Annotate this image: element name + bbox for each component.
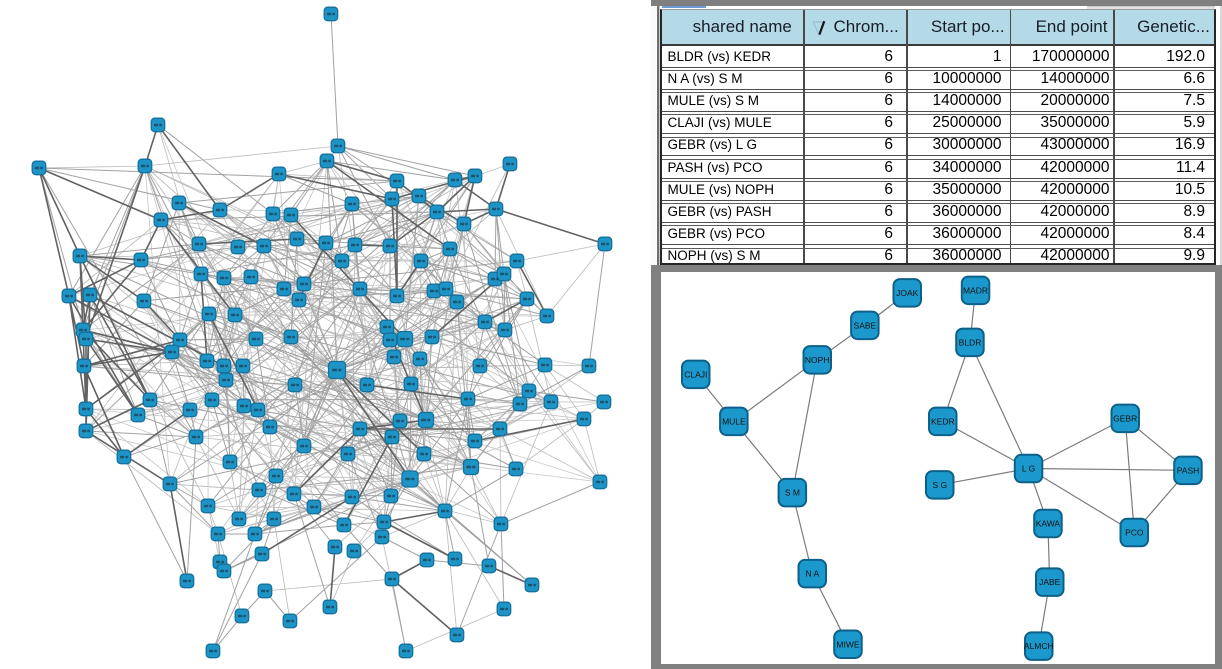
svg-text:MULE: MULE	[722, 416, 746, 426]
svg-text:L G: L G	[1021, 464, 1034, 474]
svg-text:CLAJI: CLAJI	[684, 369, 707, 379]
svg-text:JABE: JABE	[1039, 577, 1061, 587]
svg-text:MIWE: MIWE	[836, 639, 859, 649]
svg-text:N A: N A	[805, 569, 819, 579]
svg-text:S G: S G	[932, 480, 947, 490]
svg-text:PASH: PASH	[1176, 465, 1199, 475]
svg-text:PCO: PCO	[1125, 528, 1144, 538]
svg-text:NOPH: NOPH	[804, 355, 829, 365]
svg-text:SABE: SABE	[853, 320, 876, 330]
svg-text:JOAK: JOAK	[896, 288, 919, 298]
svg-text:KEDR: KEDR	[930, 416, 954, 426]
svg-text:KAWA: KAWA	[1035, 519, 1060, 529]
svg-text:ALMCH: ALMCH	[1023, 641, 1053, 651]
svg-text:BLDR: BLDR	[958, 337, 981, 347]
svg-text:GEBR: GEBR	[1113, 413, 1137, 423]
svg-text:S M: S M	[784, 488, 799, 498]
svg-text:MADR: MADR	[962, 285, 987, 295]
